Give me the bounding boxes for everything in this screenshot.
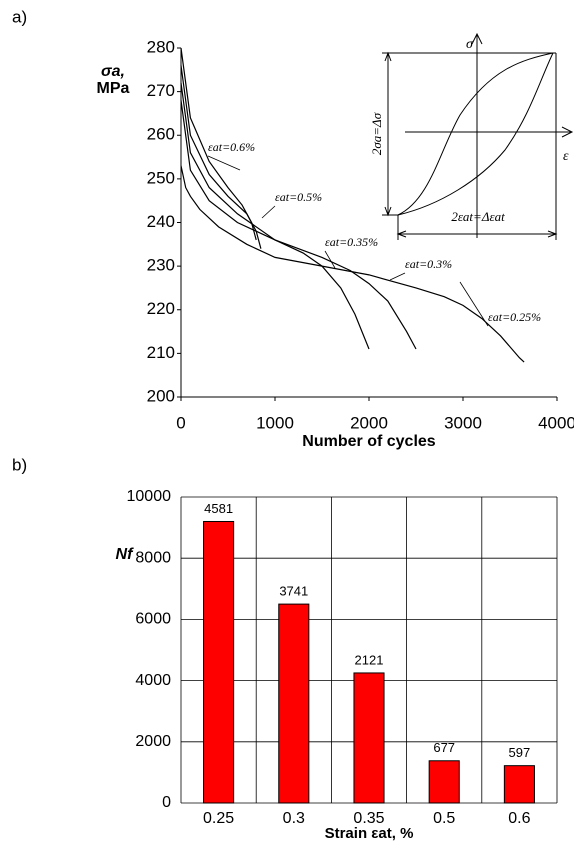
bar-annotation: 597 <box>509 745 531 760</box>
hysteresis-inset <box>382 32 574 240</box>
bar <box>203 520 235 804</box>
y-tick-label: 270 <box>147 81 175 100</box>
bar-annotation: 677 <box>433 740 455 755</box>
x-tick-label: 1000 <box>256 413 294 432</box>
y-tick-label: 8000 <box>135 549 171 566</box>
y-tick-label: 220 <box>147 299 175 318</box>
x-tick-label: 0.5 <box>433 810 455 827</box>
series-label: εat=0.35% <box>325 235 378 249</box>
x-axis-title: Strain εat, % <box>325 825 414 842</box>
loop-lower <box>397 52 554 216</box>
arrow-head <box>396 230 558 238</box>
y-axis-title: Nf <box>116 546 135 563</box>
arrow-head <box>561 126 574 138</box>
series-label: εat=0.5% <box>275 190 322 204</box>
y-tick-label: 280 <box>147 37 175 56</box>
y-tick-label: 200 <box>147 386 175 405</box>
line-series <box>180 100 417 350</box>
bar <box>428 760 460 804</box>
x-tick-label: 0.25 <box>203 810 234 827</box>
inset-label: 2εat=Δεat <box>451 209 505 224</box>
y-tick-label: 260 <box>147 125 175 144</box>
y-tick-label: 0 <box>162 794 171 811</box>
x-tick-label: 0.3 <box>283 810 305 827</box>
y-tick-label: 6000 <box>135 611 171 628</box>
bar-annotation: 2121 <box>355 652 384 667</box>
x-axis-title: Number of cycles <box>302 433 435 450</box>
inset-label: 2σa=Δσ <box>369 112 384 155</box>
inset-label: ε <box>563 149 569 164</box>
y-tick-label: 250 <box>147 168 175 187</box>
y-tick-label: 230 <box>147 256 175 275</box>
arrow-head <box>471 32 483 45</box>
bar <box>503 765 535 804</box>
x-tick-label: 2000 <box>350 413 388 432</box>
panel-label: a) <box>12 7 27 26</box>
y-tick-label: 10000 <box>127 488 172 505</box>
line-series <box>180 82 370 350</box>
label-leader <box>389 272 406 281</box>
series-label: εat=0.25% <box>488 310 541 324</box>
bar <box>353 672 385 804</box>
inset-label: σ <box>466 37 474 52</box>
y-tick-label: 240 <box>147 212 175 231</box>
loop-upper <box>397 52 554 216</box>
y-tick-label: 210 <box>147 343 175 362</box>
bar-annotation: 3741 <box>279 584 308 599</box>
y-axis-title: MPa <box>97 80 130 97</box>
x-tick-label: 0.6 <box>508 810 530 827</box>
y-tick-label: 4000 <box>135 672 171 689</box>
label-leader <box>459 281 489 327</box>
series-label: εat=0.6% <box>208 140 255 154</box>
y-tick-label: 2000 <box>135 733 171 750</box>
line-series <box>180 165 525 363</box>
series-label: εat=0.3% <box>405 257 452 271</box>
x-tick-label: 0.35 <box>353 810 384 827</box>
label-leader <box>207 155 241 171</box>
bar-annotation: 4581 <box>204 501 233 516</box>
x-tick-label: 3000 <box>444 413 482 432</box>
x-tick-label: 0 <box>176 413 185 432</box>
x-tick-label: 4000 <box>538 413 574 432</box>
y-axis-title: σa, <box>101 63 125 80</box>
label-leader <box>324 250 336 269</box>
bar <box>278 603 310 804</box>
arrow-head <box>384 51 392 217</box>
panel-label: b) <box>12 455 27 474</box>
label-leader <box>261 205 276 219</box>
